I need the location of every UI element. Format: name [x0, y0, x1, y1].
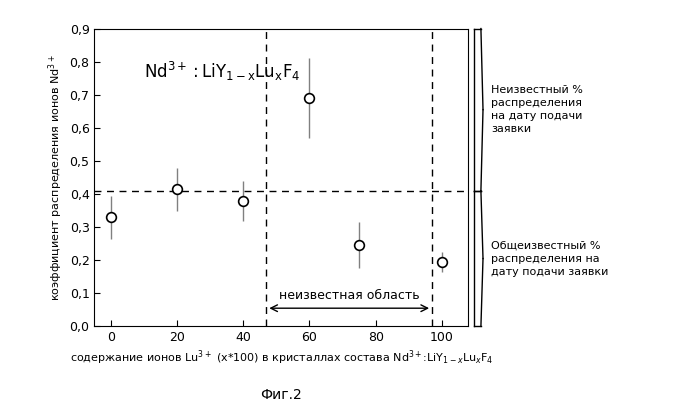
Text: Фиг.2: Фиг.2	[261, 388, 302, 402]
Y-axis label: коэффициент распределения ионов Nd$^{3+}$: коэффициент распределения ионов Nd$^{3+}…	[47, 54, 65, 301]
X-axis label: содержание ионов Lu$^{3+}$ (x*100) в кристаллах состава Nd$^{3+}$:LiY$_{1-x}$Lu$: содержание ионов Lu$^{3+}$ (x*100) в кри…	[70, 348, 493, 367]
Text: Неизвестный %
распределения
на дату подачи
заявки: Неизвестный % распределения на дату пода…	[491, 85, 583, 135]
Text: $\mathregular{Nd^{3+}:LiY_{1-x}Lu_xF_4}$: $\mathregular{Nd^{3+}:LiY_{1-x}Lu_xF_4}$	[144, 60, 301, 83]
Text: неизвестная область: неизвестная область	[279, 289, 419, 302]
Text: Общеизвестный %
распределения на
дату подачи заявки: Общеизвестный % распределения на дату по…	[491, 240, 609, 277]
